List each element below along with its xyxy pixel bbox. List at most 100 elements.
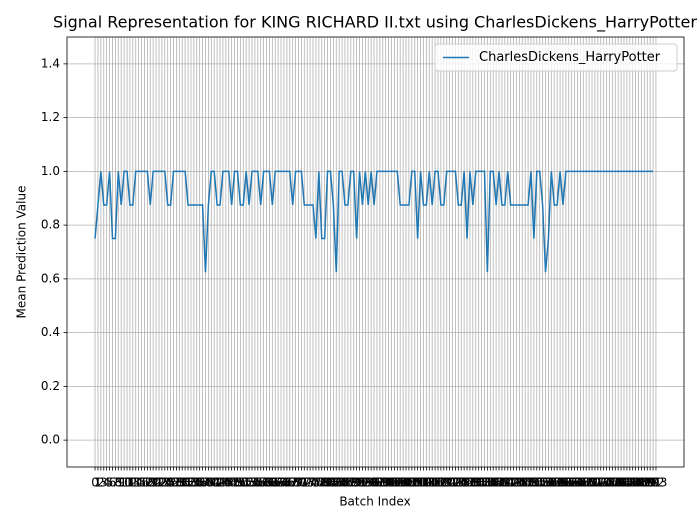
x-tick-label: 116 — [421, 476, 444, 490]
x-tick-label: 142 — [496, 476, 519, 490]
x-tick-label: 187 — [627, 476, 650, 490]
x-tick-label: 14 — [128, 476, 143, 490]
x-tick-label: 33 — [183, 476, 198, 490]
x-tick-label: 134 — [473, 476, 496, 490]
x-tick-label: 26 — [163, 476, 178, 490]
x-tick-label: 74 — [302, 476, 317, 490]
x-tick-label: 129 — [459, 476, 482, 490]
x-tick-label: 178 — [601, 476, 624, 490]
x-tick-label: 81 — [323, 476, 338, 490]
x-tick-label: 75 — [305, 476, 320, 490]
x-tick-label: 42 — [209, 476, 224, 490]
x-tick-label: 100 — [374, 476, 397, 490]
x-tick-label: 83 — [329, 476, 344, 490]
x-tick-label: 193 — [645, 476, 668, 490]
x-tick-label: 103 — [383, 476, 406, 490]
x-tick-label: 167 — [569, 476, 592, 490]
x-tick-label: 35 — [189, 476, 204, 490]
x-tick-label: 38 — [198, 476, 213, 490]
x-tick-label: 180 — [607, 476, 630, 490]
x-tick-label: 94 — [361, 476, 376, 490]
x-tick-label: 52 — [239, 476, 254, 490]
x-tick-label: 96 — [366, 476, 381, 490]
x-tick-label: 80 — [320, 476, 335, 490]
x-tick-label: 192 — [642, 476, 665, 490]
x-tick-label: 41 — [207, 476, 222, 490]
x-tick-label: 148 — [514, 476, 537, 490]
x-tick-label: 102 — [380, 476, 403, 490]
x-tick-label: 84 — [332, 476, 347, 490]
x-tick-label: 160 — [549, 476, 572, 490]
x-tick-label: 152 — [525, 476, 548, 490]
x-tick-label: 139 — [488, 476, 511, 490]
x-tick-label: 162 — [554, 476, 577, 490]
x-tick-label: 106 — [392, 476, 415, 490]
x-tick-label: 72 — [297, 476, 312, 490]
x-tick-label: 57 — [253, 476, 268, 490]
x-tick-label: 118 — [427, 476, 450, 490]
y-tick-label: 1.0 — [41, 164, 60, 178]
x-tick-label: 44 — [215, 476, 230, 490]
x-tick-label: 51 — [236, 476, 251, 490]
x-tick-label: 69 — [288, 476, 303, 490]
x-tick-label: 183 — [615, 476, 638, 490]
x-tick-label: 153 — [528, 476, 551, 490]
y-tick-label: 0.2 — [41, 379, 60, 393]
x-tick-label: 87 — [340, 476, 355, 490]
x-tick-label: 7 — [112, 476, 120, 490]
x-tick-label: 179 — [604, 476, 627, 490]
legend-box — [434, 43, 678, 72]
x-tick-label: 32 — [180, 476, 195, 490]
x-tick-label: 59 — [259, 476, 274, 490]
x-tick-label: 11 — [119, 476, 134, 490]
x-tick-label: 149 — [517, 476, 540, 490]
data-line — [94, 170, 654, 273]
x-tick-label: 46 — [221, 476, 236, 490]
x-tick-label: 93 — [358, 476, 373, 490]
x-tick-label: 34 — [186, 476, 201, 490]
x-tick-label: 154 — [531, 476, 554, 490]
x-tick-label: 10 — [116, 476, 131, 490]
x-tick-label: 79 — [317, 476, 332, 490]
x-tick-label: 119 — [429, 476, 452, 490]
x-tick-label: 147 — [511, 476, 534, 490]
x-tick-label: 85 — [334, 476, 349, 490]
x-tick-label: 4 — [103, 476, 111, 490]
x-tick-label: 62 — [268, 476, 283, 490]
x-tick-label: 15 — [131, 476, 146, 490]
x-tick-label: 27 — [166, 476, 181, 490]
x-tick-label: 130 — [461, 476, 484, 490]
x-tick-label: 135 — [476, 476, 499, 490]
y-tick-label: 0.6 — [41, 271, 60, 285]
x-tick-label: 136 — [479, 476, 502, 490]
x-tick-label: 53 — [241, 476, 256, 490]
y-tick-label: 0.4 — [41, 325, 60, 339]
x-tick-label: 5 — [106, 476, 114, 490]
x-tick-label: 82 — [326, 476, 341, 490]
x-tick-label: 55 — [247, 476, 262, 490]
x-tick-label: 156 — [537, 476, 560, 490]
x-tick-label: 155 — [534, 476, 557, 490]
x-tick-label: 126 — [450, 476, 473, 490]
x-tick-label: 141 — [493, 476, 516, 490]
x-tick-label: 91 — [352, 476, 367, 490]
x-tick-label: 97 — [369, 476, 384, 490]
x-tick-label: 115 — [418, 476, 441, 490]
x-tick-label: 47 — [224, 476, 239, 490]
x-tick-label: 171 — [581, 476, 604, 490]
x-tick-label: 30 — [175, 476, 190, 490]
x-tick-label: 188 — [630, 476, 653, 490]
x-tick-label: 138 — [485, 476, 508, 490]
x-tick-label: 89 — [346, 476, 361, 490]
x-tick-label: 49 — [230, 476, 245, 490]
x-tick-label: 67 — [282, 476, 297, 490]
x-tick-label: 98 — [372, 476, 387, 490]
x-tick-label: 117 — [424, 476, 447, 490]
x-tick-label: 170 — [578, 476, 601, 490]
x-tick-label: 172 — [583, 476, 606, 490]
x-tick-label: 12 — [122, 476, 137, 490]
x-tick-label: 121 — [435, 476, 458, 490]
y-tick-label: 1.2 — [41, 110, 60, 124]
x-tick-label: 66 — [279, 476, 294, 490]
